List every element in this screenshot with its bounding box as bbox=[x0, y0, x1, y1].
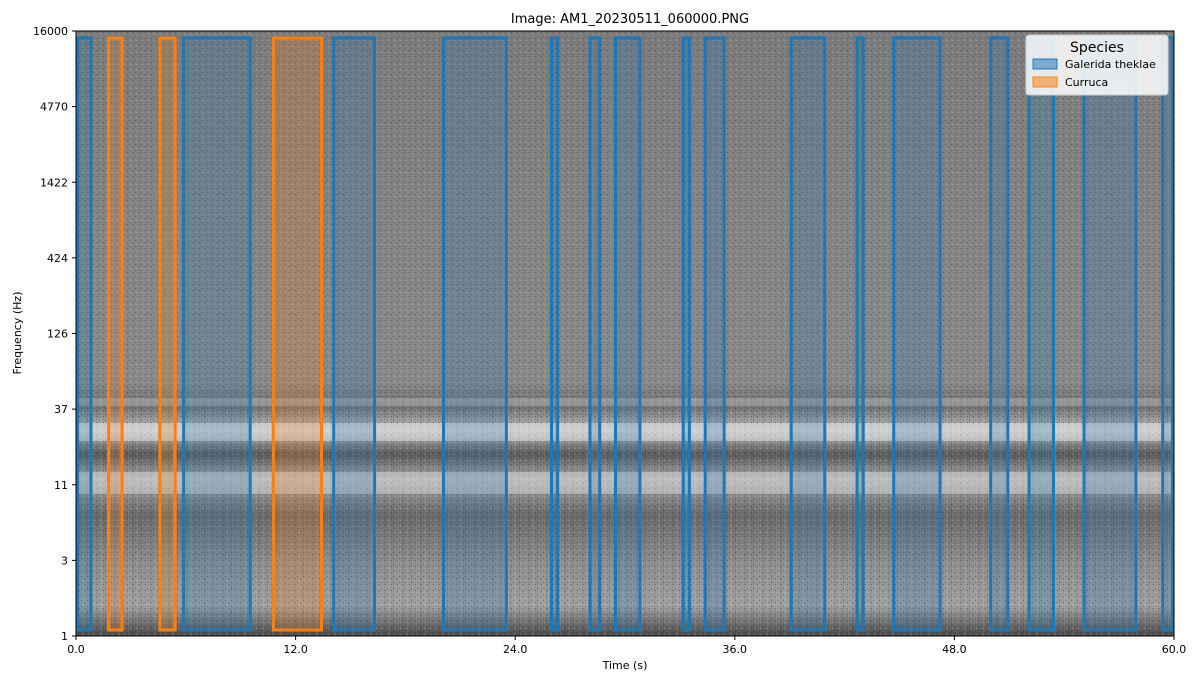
detection-box-galerida-theklae bbox=[1027, 36, 1056, 632]
detection-box-curruca bbox=[107, 36, 124, 632]
x-tick-label: 24.0 bbox=[503, 643, 528, 656]
x-axis-ticks: 0.0 12.0 24.0 36.0 48.0 60.0 bbox=[67, 636, 1186, 656]
detection-box-galerida-theklae bbox=[1082, 36, 1138, 632]
y-axis-label: Frequency (Hz) bbox=[11, 292, 24, 375]
detection-box-curruca bbox=[271, 36, 324, 632]
detection-box-galerida-theklae bbox=[588, 36, 602, 632]
detection-box-galerida-theklae bbox=[442, 36, 508, 632]
chart-title: Image: AM1_20230511_060000.PNG bbox=[511, 12, 749, 27]
legend-label-galerida-theklae: Galerida theklae bbox=[1065, 58, 1156, 71]
detection-boxes bbox=[76, 36, 1174, 632]
legend-label-curruca: Curruca bbox=[1065, 76, 1108, 89]
y-axis-ticks: 1 3 11 37 126 424 1422 4770 16000 bbox=[33, 25, 76, 643]
legend: Species Galerida theklae Curruca bbox=[1025, 34, 1169, 96]
detection-box-galerida-theklae bbox=[549, 36, 560, 632]
detection-box-galerida-theklae bbox=[703, 36, 726, 632]
detection-box-galerida-theklae bbox=[614, 36, 642, 632]
x-tick-label: 60.0 bbox=[1162, 643, 1187, 656]
detection-box-galerida-theklae bbox=[76, 36, 93, 632]
y-tick-label: 11 bbox=[54, 479, 68, 492]
detection-box-galerida-theklae bbox=[892, 36, 942, 632]
y-tick-label: 16000 bbox=[33, 25, 68, 38]
y-tick-label: 424 bbox=[47, 252, 68, 265]
x-tick-label: 36.0 bbox=[723, 643, 748, 656]
legend-title: Species bbox=[1070, 40, 1124, 56]
detection-box-galerida-theklae bbox=[989, 36, 1010, 632]
detection-box-galerida-theklae bbox=[1161, 36, 1174, 632]
y-tick-label: 1422 bbox=[40, 176, 68, 189]
y-tick-label: 1 bbox=[61, 630, 68, 643]
x-axis-label: Time (s) bbox=[602, 659, 648, 672]
x-tick-label: 0.0 bbox=[67, 643, 85, 656]
legend-box bbox=[1025, 34, 1169, 96]
legend-swatch-curruca bbox=[1032, 76, 1058, 88]
detection-box-galerida-theklae bbox=[681, 36, 691, 632]
legend-swatch-galerida-theklae bbox=[1032, 58, 1058, 70]
detection-box-galerida-theklae bbox=[182, 36, 252, 632]
x-tick-label: 12.0 bbox=[283, 643, 308, 656]
x-tick-label: 48.0 bbox=[942, 643, 967, 656]
detection-box-galerida-theklae bbox=[789, 36, 827, 632]
y-tick-label: 37 bbox=[54, 403, 68, 416]
detection-box-galerida-theklae bbox=[855, 36, 865, 632]
detection-box-curruca bbox=[158, 36, 177, 632]
y-tick-label: 126 bbox=[47, 328, 68, 341]
y-tick-label: 4770 bbox=[40, 101, 68, 114]
detection-box-galerida-theklae bbox=[332, 36, 377, 632]
y-tick-label: 3 bbox=[61, 554, 68, 567]
